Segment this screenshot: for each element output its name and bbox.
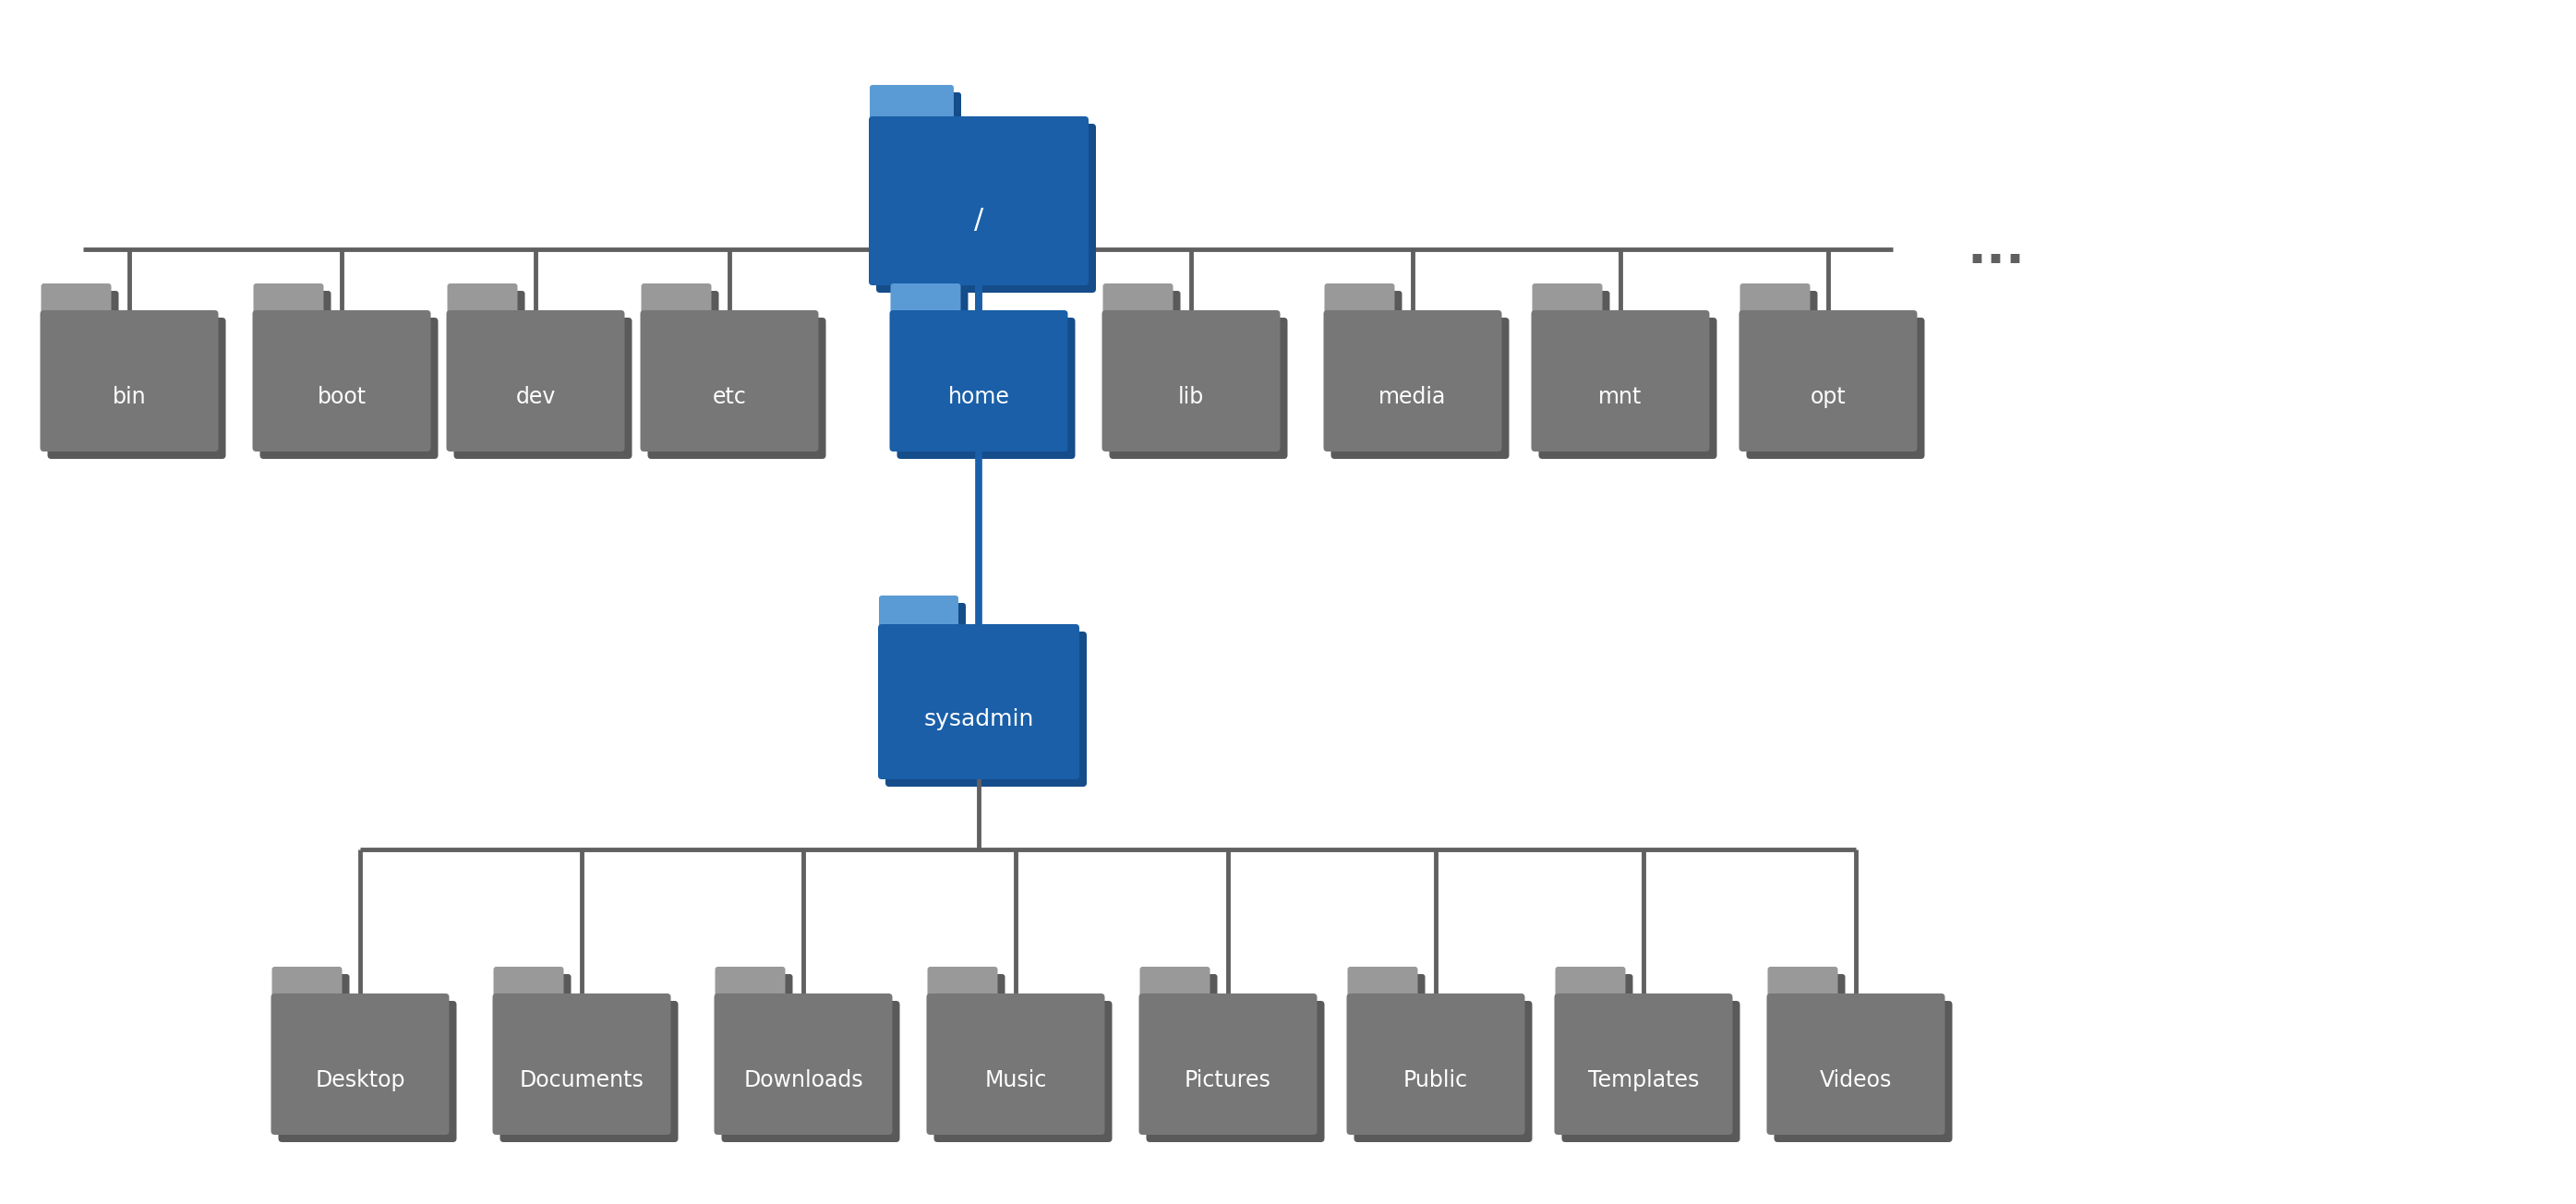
Text: dev: dev: [515, 385, 556, 408]
FancyBboxPatch shape: [1332, 318, 1510, 459]
Text: Videos: Videos: [1819, 1069, 1891, 1091]
FancyBboxPatch shape: [278, 974, 350, 1008]
FancyBboxPatch shape: [1103, 283, 1172, 317]
FancyBboxPatch shape: [1332, 291, 1401, 324]
Text: /: /: [974, 207, 984, 234]
FancyBboxPatch shape: [260, 291, 330, 324]
FancyBboxPatch shape: [1553, 993, 1734, 1134]
FancyBboxPatch shape: [1775, 974, 1844, 1008]
FancyBboxPatch shape: [927, 993, 1105, 1134]
Text: Public: Public: [1404, 1069, 1468, 1091]
Text: Pictures: Pictures: [1185, 1069, 1273, 1091]
FancyBboxPatch shape: [647, 318, 827, 459]
FancyBboxPatch shape: [1530, 311, 1710, 452]
FancyBboxPatch shape: [721, 1001, 899, 1143]
FancyBboxPatch shape: [1739, 311, 1917, 452]
FancyBboxPatch shape: [446, 311, 623, 452]
Text: sysadmin: sysadmin: [925, 708, 1033, 731]
FancyBboxPatch shape: [1747, 291, 1819, 324]
FancyBboxPatch shape: [1775, 1001, 1953, 1143]
FancyBboxPatch shape: [41, 311, 219, 452]
FancyBboxPatch shape: [935, 1001, 1113, 1143]
FancyBboxPatch shape: [868, 117, 1090, 285]
FancyBboxPatch shape: [886, 632, 1087, 786]
FancyBboxPatch shape: [721, 974, 793, 1008]
FancyBboxPatch shape: [878, 596, 958, 631]
FancyBboxPatch shape: [1324, 283, 1394, 317]
FancyBboxPatch shape: [500, 974, 572, 1008]
FancyBboxPatch shape: [1110, 291, 1180, 324]
FancyBboxPatch shape: [448, 283, 518, 317]
FancyBboxPatch shape: [878, 624, 1079, 779]
Text: Documents: Documents: [520, 1069, 644, 1091]
FancyBboxPatch shape: [1538, 318, 1716, 459]
FancyBboxPatch shape: [46, 318, 227, 459]
FancyBboxPatch shape: [252, 311, 430, 452]
FancyBboxPatch shape: [1146, 1001, 1324, 1143]
FancyBboxPatch shape: [889, 311, 1069, 452]
FancyBboxPatch shape: [871, 85, 953, 123]
FancyBboxPatch shape: [1347, 967, 1417, 1001]
Text: Templates: Templates: [1587, 1069, 1700, 1091]
FancyBboxPatch shape: [1556, 967, 1625, 1001]
FancyBboxPatch shape: [1540, 291, 1610, 324]
FancyBboxPatch shape: [260, 318, 438, 459]
FancyBboxPatch shape: [41, 283, 111, 317]
Text: etc: etc: [714, 385, 747, 408]
FancyBboxPatch shape: [1139, 967, 1211, 1001]
FancyBboxPatch shape: [878, 93, 961, 130]
FancyBboxPatch shape: [1561, 1001, 1739, 1143]
FancyBboxPatch shape: [1139, 993, 1316, 1134]
FancyBboxPatch shape: [453, 318, 631, 459]
FancyBboxPatch shape: [649, 291, 719, 324]
FancyBboxPatch shape: [1110, 318, 1288, 459]
FancyBboxPatch shape: [495, 967, 564, 1001]
FancyBboxPatch shape: [1739, 283, 1811, 317]
Text: Downloads: Downloads: [744, 1069, 863, 1091]
FancyBboxPatch shape: [886, 603, 966, 638]
Text: ...: ...: [1965, 224, 2025, 275]
FancyBboxPatch shape: [891, 283, 961, 317]
FancyBboxPatch shape: [1747, 318, 1924, 459]
FancyBboxPatch shape: [500, 1001, 677, 1143]
Text: home: home: [948, 385, 1010, 408]
FancyBboxPatch shape: [927, 967, 997, 1001]
FancyBboxPatch shape: [1355, 1001, 1533, 1143]
FancyBboxPatch shape: [641, 283, 711, 317]
FancyBboxPatch shape: [1347, 993, 1525, 1134]
FancyBboxPatch shape: [1767, 993, 1945, 1134]
Text: boot: boot: [317, 385, 366, 408]
FancyBboxPatch shape: [1767, 967, 1837, 1001]
FancyBboxPatch shape: [641, 311, 819, 452]
FancyBboxPatch shape: [1533, 283, 1602, 317]
FancyBboxPatch shape: [456, 291, 526, 324]
FancyBboxPatch shape: [1355, 974, 1425, 1008]
FancyBboxPatch shape: [716, 967, 786, 1001]
FancyBboxPatch shape: [1324, 311, 1502, 452]
Text: lib: lib: [1177, 385, 1203, 408]
FancyBboxPatch shape: [899, 291, 969, 324]
FancyBboxPatch shape: [49, 291, 118, 324]
FancyBboxPatch shape: [1564, 974, 1633, 1008]
FancyBboxPatch shape: [1103, 311, 1280, 452]
Text: opt: opt: [1811, 385, 1847, 408]
Text: Music: Music: [984, 1069, 1046, 1091]
FancyBboxPatch shape: [278, 1001, 456, 1143]
FancyBboxPatch shape: [876, 124, 1095, 293]
FancyBboxPatch shape: [270, 993, 448, 1134]
Text: Desktop: Desktop: [314, 1069, 404, 1091]
FancyBboxPatch shape: [1146, 974, 1218, 1008]
Text: mnt: mnt: [1600, 385, 1643, 408]
FancyBboxPatch shape: [896, 318, 1074, 459]
Text: media: media: [1378, 385, 1448, 408]
FancyBboxPatch shape: [273, 967, 343, 1001]
FancyBboxPatch shape: [252, 283, 325, 317]
FancyBboxPatch shape: [492, 993, 670, 1134]
Text: bin: bin: [113, 385, 147, 408]
FancyBboxPatch shape: [935, 974, 1005, 1008]
FancyBboxPatch shape: [714, 993, 891, 1134]
